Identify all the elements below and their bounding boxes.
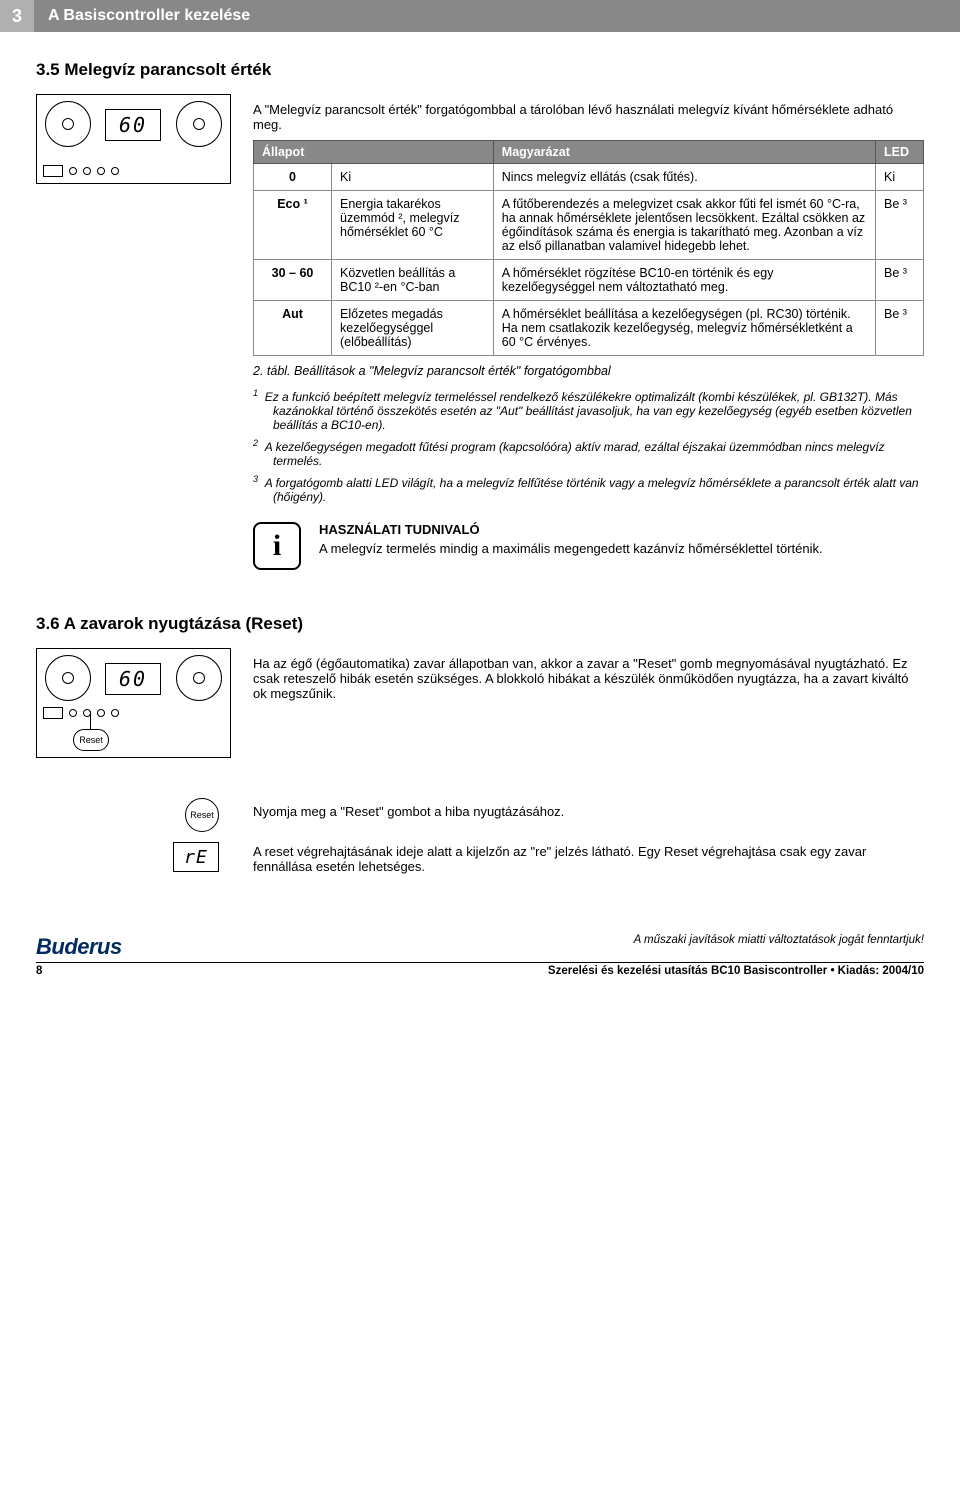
callout-line bbox=[90, 711, 91, 729]
controller-illustration-2: 60 Reset bbox=[36, 648, 231, 758]
indicator-icon bbox=[83, 167, 91, 175]
table-row: Eco ¹ Energia takarékos üzemmód ², meleg… bbox=[254, 191, 924, 260]
chapter-number: 3 bbox=[0, 0, 34, 32]
cell-setting: Energia takarékos üzemmód ², melegvíz hő… bbox=[332, 191, 494, 260]
re-text: A reset végrehajtásának ideje alatt a ki… bbox=[253, 844, 924, 874]
left-dial-icon bbox=[45, 101, 91, 147]
info-heading: HASZNÁLATI TUDNIVALÓ bbox=[319, 522, 924, 537]
footnote-1: 1 Ez a funkció beépített melegvíz termel… bbox=[253, 388, 924, 432]
indicator-icon bbox=[97, 167, 105, 175]
th-state: Állapot bbox=[254, 141, 494, 164]
right-dial-icon bbox=[176, 101, 222, 147]
re-display-icon: rE bbox=[173, 842, 219, 872]
logo: Buderus bbox=[36, 934, 122, 960]
switch-icon bbox=[43, 707, 63, 719]
indicator-icon bbox=[69, 709, 77, 717]
chapter-header: 3 A Basiscontroller kezelése bbox=[0, 0, 960, 32]
display-value: 60 bbox=[105, 109, 161, 141]
left-dial-icon bbox=[45, 655, 91, 701]
cell-led: Be ³ bbox=[876, 191, 924, 260]
th-explanation: Magyarázat bbox=[493, 141, 875, 164]
display-value: 60 bbox=[105, 663, 161, 695]
switch-icon bbox=[43, 165, 63, 177]
chapter-title: A Basiscontroller kezelése bbox=[34, 0, 960, 32]
controller-illustration-1: 60 bbox=[36, 94, 231, 184]
cell-led: Be ³ bbox=[876, 260, 924, 301]
cell-setting: Ki bbox=[332, 164, 494, 191]
page-number: 8 bbox=[36, 965, 42, 977]
cell-state: Aut bbox=[254, 301, 332, 356]
cell-state: 30 – 60 bbox=[254, 260, 332, 301]
indicator-icon bbox=[69, 167, 77, 175]
cell-explanation: Nincs melegvíz ellátás (csak fűtés). bbox=[493, 164, 875, 191]
indicator-icon bbox=[97, 709, 105, 717]
section-3-6-intro: Ha az égő (égőautomatika) zavar állapotb… bbox=[253, 656, 924, 701]
page-footer: Buderus A műszaki javítások miatti válto… bbox=[0, 934, 960, 985]
table-row: 0 Ki Nincs melegvíz ellátás (csak fűtés)… bbox=[254, 164, 924, 191]
cell-setting: Közvetlen beállítás a BC10 ²-en °C-ban bbox=[332, 260, 494, 301]
cell-explanation: A hőmérséklet rögzítése BC10-en történik… bbox=[493, 260, 875, 301]
section-3-5-title: 3.5 Melegvíz parancsolt érték bbox=[36, 60, 924, 80]
settings-table: Állapot Magyarázat LED 0 Ki Nincs melegv… bbox=[253, 140, 924, 356]
table-row: Aut Előzetes megadás kezelőegységgel (el… bbox=[254, 301, 924, 356]
cell-setting: Előzetes megadás kezelőegységgel (előbeá… bbox=[332, 301, 494, 356]
cell-explanation: A fűtőberendezés a melegvizet csak akkor… bbox=[493, 191, 875, 260]
section-3-5-intro: A "Melegvíz parancsolt érték" forgatógom… bbox=[253, 102, 924, 132]
table-row: 30 – 60 Közvetlen beállítás a BC10 ²-en … bbox=[254, 260, 924, 301]
cell-led: Be ³ bbox=[876, 301, 924, 356]
right-dial-icon bbox=[176, 655, 222, 701]
section-3-6-title: 3.6 A zavarok nyugtázása (Reset) bbox=[36, 614, 924, 634]
reset-instruction: Nyomja meg a "Reset" gombot a hiba nyugt… bbox=[253, 804, 924, 819]
cell-explanation: A hőmérséklet beállítása a kezelőegysége… bbox=[493, 301, 875, 356]
footer-disclaimer: A műszaki javítások miatti változtatások… bbox=[634, 934, 924, 960]
footnote-1-text: Ez a funkció beépített melegvíz termelés… bbox=[265, 390, 912, 432]
cell-state: 0 bbox=[254, 164, 332, 191]
footnote-3: 3 A forgatógomb alatti LED világít, ha a… bbox=[253, 474, 924, 504]
reset-button-icon: Reset bbox=[185, 798, 219, 832]
table-caption: 2. tábl. Beállítások a "Melegvíz parancs… bbox=[253, 364, 924, 378]
cell-state: Eco ¹ bbox=[254, 191, 332, 260]
footnote-3-text: A forgatógomb alatti LED világít, ha a m… bbox=[265, 476, 919, 504]
th-led: LED bbox=[876, 141, 924, 164]
reset-callout: Reset bbox=[73, 729, 109, 751]
info-icon: i bbox=[253, 522, 301, 570]
indicator-icon bbox=[111, 167, 119, 175]
cell-led: Ki bbox=[876, 164, 924, 191]
info-text: A melegvíz termelés mindig a maximális m… bbox=[319, 541, 924, 556]
footnote-2: 2 A kezelőegységen megadott fűtési progr… bbox=[253, 438, 924, 468]
indicator-icon bbox=[111, 709, 119, 717]
footnote-2-text: A kezelőegységen megadott fűtési program… bbox=[265, 440, 885, 468]
doc-id-line: Szerelési és kezelési utasítás BC10 Basi… bbox=[548, 965, 924, 977]
